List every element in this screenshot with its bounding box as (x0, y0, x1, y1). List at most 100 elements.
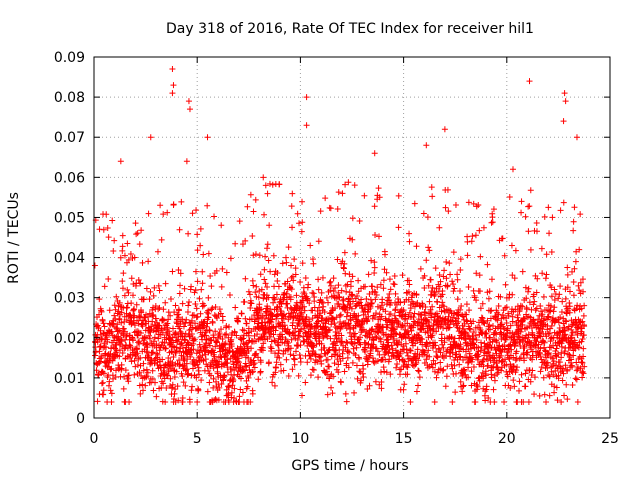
x-tick-label: 20 (498, 431, 516, 447)
data-point (322, 195, 329, 202)
x-tick-label: 0 (90, 431, 99, 447)
data-point (318, 360, 325, 367)
data-point (276, 354, 283, 361)
data-point (374, 357, 381, 364)
data-point (332, 323, 339, 330)
data-point (399, 322, 406, 329)
data-point (344, 281, 351, 288)
data-point (318, 289, 325, 296)
data-point (119, 243, 126, 250)
data-point (264, 190, 271, 197)
data-point (152, 355, 159, 362)
data-point (436, 224, 443, 231)
data-point (146, 296, 153, 303)
data-point (199, 352, 206, 359)
data-point (539, 270, 546, 277)
data-point (426, 247, 433, 254)
data-point (101, 283, 108, 290)
data-point (433, 310, 440, 317)
data-point (149, 376, 156, 383)
data-point (402, 326, 409, 333)
data-point (194, 278, 201, 285)
data-point (476, 272, 483, 279)
data-point (343, 360, 350, 367)
data-point (297, 278, 304, 285)
data-point (284, 346, 291, 353)
data-point (543, 398, 550, 405)
data-point (497, 293, 504, 300)
data-point (556, 291, 563, 298)
data-point (415, 367, 422, 374)
data-point (99, 379, 106, 386)
data-point (295, 372, 302, 379)
data-point (456, 348, 463, 355)
data-point (156, 304, 163, 311)
data-point (184, 366, 191, 373)
data-point (108, 365, 115, 372)
data-point (104, 225, 111, 232)
data-point (397, 299, 404, 306)
data-point (452, 351, 459, 358)
data-point (468, 382, 475, 389)
data-point (488, 219, 495, 226)
data-point (169, 90, 176, 97)
data-point (349, 298, 356, 305)
data-point (460, 382, 467, 389)
data-point (225, 382, 232, 389)
data-point (415, 311, 422, 318)
data-point (381, 248, 388, 255)
data-point (118, 319, 125, 326)
data-point (299, 392, 306, 399)
data-point (568, 338, 575, 345)
data-point (329, 390, 336, 397)
data-point (378, 385, 385, 392)
data-point (241, 327, 248, 334)
data-point (207, 273, 214, 280)
data-point (209, 319, 216, 326)
data-point (162, 398, 169, 405)
data-point (460, 383, 467, 390)
data-point (139, 259, 146, 266)
data-point (271, 382, 278, 389)
data-point (201, 343, 208, 350)
data-point (318, 298, 325, 305)
data-point (472, 332, 479, 339)
data-point (228, 389, 235, 396)
data-point (571, 265, 578, 272)
data-point (564, 264, 571, 271)
data-point (136, 369, 143, 376)
data-point (213, 267, 220, 274)
data-point (395, 321, 402, 328)
data-point (383, 369, 390, 376)
data-point (545, 372, 552, 379)
data-point (190, 337, 197, 344)
data-point (283, 356, 290, 363)
data-point (250, 252, 257, 259)
data-point (292, 265, 299, 272)
data-point (249, 387, 256, 394)
data-point (309, 366, 316, 373)
data-point (495, 311, 502, 318)
data-point (273, 312, 280, 319)
data-point (120, 385, 127, 392)
data-point (436, 346, 443, 353)
data-point (498, 359, 505, 366)
data-point (541, 339, 548, 346)
data-point (570, 352, 577, 359)
data-point (405, 288, 412, 295)
data-point (328, 353, 335, 360)
data-point (198, 377, 205, 384)
data-point (400, 307, 407, 314)
data-point (528, 372, 535, 379)
data-point (134, 350, 141, 357)
data-point (482, 397, 489, 404)
data-point (516, 306, 523, 313)
data-point (456, 361, 463, 368)
data-point (544, 364, 551, 371)
data-point (437, 359, 444, 366)
data-point (335, 300, 342, 307)
data-point (255, 310, 262, 317)
data-point (105, 234, 112, 241)
data-point (197, 344, 204, 351)
data-point (580, 353, 587, 360)
